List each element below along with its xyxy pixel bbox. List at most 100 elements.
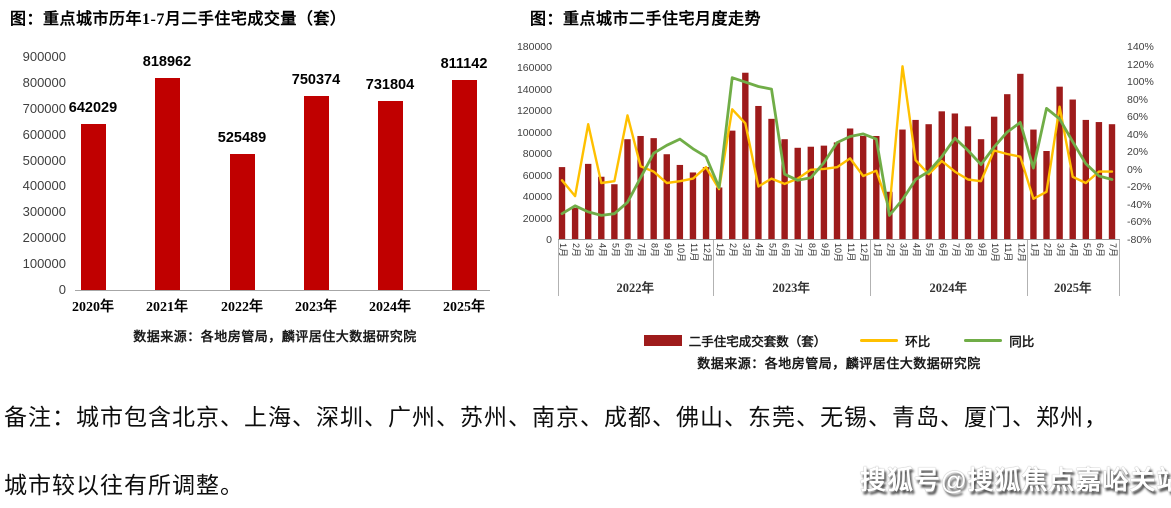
legend-bar-swatch [643,335,682,346]
volume-bar [1004,94,1011,240]
volume-bar [964,126,972,240]
volume-bar [1030,129,1037,240]
month-tick-label: 12月 [859,243,870,263]
note-line-2: 城市较以往有所调整。 [4,473,244,498]
right-axis-tick: 140% [1127,41,1154,53]
month-tick-label: 3月 [898,243,909,258]
left-axis-tick: 60000 [522,169,552,182]
month-tick-label: 8月 [649,243,660,258]
bar-2025年 [451,80,477,290]
volume-bar [702,167,710,240]
month-tick-label: 4月 [597,243,608,258]
volume-bar [676,164,684,240]
month-tick: 3月 [1055,243,1067,285]
month-tick: 4月 [596,243,608,285]
month-tick-label: 10月 [675,243,686,263]
bar-value-label: 525489 [217,129,267,146]
x-tick-label: 2025年 [443,300,485,315]
volume-bar [663,154,670,240]
month-tick-label: 6月 [780,243,791,258]
month-tick: 5月 [1081,243,1093,285]
month-tick-label: 2月 [1042,243,1053,258]
bar-2024年 [377,100,403,290]
legend-item-yoy: 同比 [964,331,1034,350]
left-axis-tick: 180000 [516,41,552,53]
month-tick-label: 7月 [636,243,647,258]
left-chart-source: 数据来源：各地房管局，麟评居住大数据研究院 [133,329,417,344]
left-axis-tick: 0 [546,234,552,246]
month-tick: 1月 [871,243,883,285]
month-tick-label: 7月 [1108,243,1118,258]
month-tick: 9月 [819,243,831,285]
month-tick: 4月 [753,243,765,285]
month-tick-label: 11月 [846,243,857,262]
bar-2022年 [229,153,255,290]
volume-bar [755,105,762,240]
month-tick-label: 6月 [623,243,634,258]
bar-value-label: 642029 [68,99,118,116]
month-tick: 6月 [1094,243,1106,285]
volume-bar [571,207,579,240]
month-tick: 3月 [583,243,595,285]
volume-bar [598,176,605,240]
month-tick: 7月 [950,243,962,285]
month-tick: 3月 [740,243,752,285]
month-tick-label: 11月 [688,243,699,262]
left-axis-tick: 100000 [516,126,552,139]
month-tick-label: 9月 [662,243,673,258]
month-tick-label: 12月 [1016,243,1027,263]
month-tick: 11月 [688,243,700,285]
volume-bar [794,147,801,240]
legend-label-mom: 环比 [905,335,931,349]
volume-bar [729,130,736,240]
right-chart-title: 图：重点城市二手住宅月度走势 [530,11,762,28]
right-axis-tick: -40% [1127,198,1152,211]
volume-bar [951,113,959,240]
legend-item-mom: 环比 [860,331,930,350]
month-tick-label: 4月 [911,243,922,258]
y-tick-label: 200000 [22,230,66,246]
bar-value-label: 811142 [440,56,488,72]
month-tick-label: 6月 [1094,243,1105,258]
year-label: 2022年 [616,281,655,295]
volume-bar [637,135,644,240]
year-separator [1118,240,1120,296]
volume-bar [781,139,788,240]
month-tick: 9月 [976,243,988,285]
volume-bar [833,142,841,240]
right-axis-tick: -20% [1127,181,1152,194]
month-tick: 3月 [897,243,909,285]
month-tick-label: 10月 [990,243,1001,263]
volume-bar [584,163,592,240]
month-tick: 1月 [557,243,569,285]
bar-value-label: 818962 [142,53,192,70]
y-tick-label: 700000 [22,100,66,116]
month-tick: 2月 [1042,243,1054,285]
month-tick-label: 12月 [702,243,713,263]
x-tick-label: 2021年 [146,300,188,315]
month-tick: 10月 [832,243,844,285]
month-tick-label: 3月 [741,243,752,258]
volume-bar [977,139,985,240]
bar-value-label: 731804 [365,76,415,93]
bar-2023年 [303,95,329,290]
month-tick: 12月 [701,243,713,285]
yoy-line [560,76,1114,217]
legend-yoy-line-swatch [964,338,1003,343]
volume-bar [990,116,998,240]
year-separator [712,240,714,296]
right-axis-tick: -80% [1127,234,1152,246]
legend-label-yoy: 同比 [1009,335,1035,349]
month-tick: 2月 [884,243,896,285]
right-axis-tick: 60% [1127,111,1149,124]
month-tick: 11月 [1002,243,1014,285]
month-tick-label: 3月 [584,243,595,258]
y-tick-label: 900000 [22,49,66,64]
month-tick-label: 1月 [715,243,726,258]
month-tick: 5月 [767,243,779,285]
volume-bar [689,172,697,240]
y-tick-label: 300000 [22,204,66,220]
legend-item-volume: 二手住宅成交套数（套） [643,331,826,350]
right-chart-source: 数据来源：各地房管局，麟评居住大数据研究院 [697,356,981,371]
